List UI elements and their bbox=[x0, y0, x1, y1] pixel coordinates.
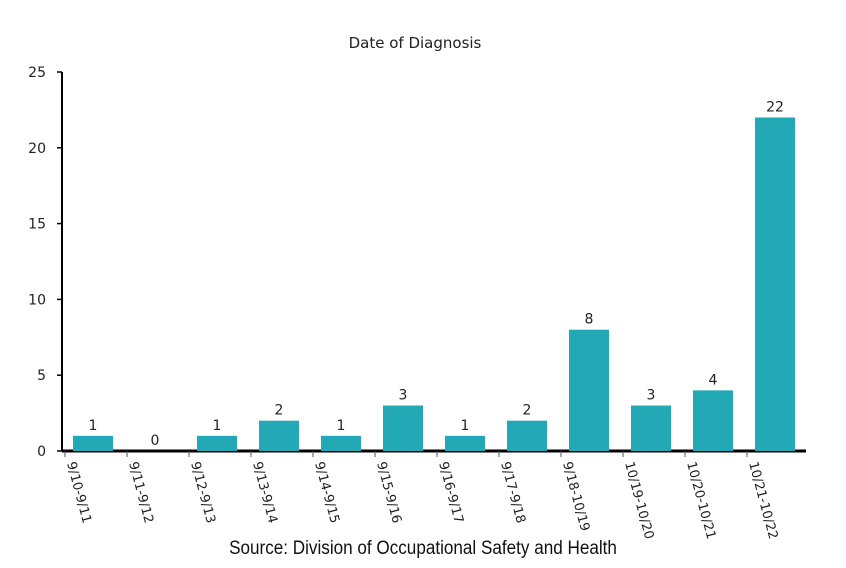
x-tick-label: 9/17-9/18 bbox=[497, 460, 528, 525]
y-tick-label: 25 bbox=[28, 65, 46, 81]
bar bbox=[631, 405, 671, 451]
x-tick-label: 10/20-10/21 bbox=[683, 460, 718, 541]
data-label: 2 bbox=[523, 403, 532, 419]
x-tick-label: 9/16-9/17 bbox=[435, 460, 466, 525]
data-label: 1 bbox=[461, 418, 470, 434]
data-label: 3 bbox=[399, 388, 408, 404]
bar bbox=[73, 435, 113, 451]
data-label: 0 bbox=[151, 433, 160, 449]
bar bbox=[321, 435, 361, 451]
data-label: 4 bbox=[709, 372, 718, 388]
y-tick-label: 15 bbox=[28, 217, 46, 233]
bar bbox=[383, 405, 423, 451]
bar bbox=[507, 420, 547, 451]
data-label: 22 bbox=[766, 99, 784, 115]
bar bbox=[693, 390, 733, 451]
chart-title: Date of Diagnosis bbox=[349, 34, 482, 52]
data-label: 1 bbox=[337, 418, 346, 434]
x-tick-label: 9/18-10/19 bbox=[559, 460, 592, 533]
bar bbox=[755, 117, 795, 451]
x-tick-label: 10/19-10/20 bbox=[621, 460, 656, 541]
data-label: 3 bbox=[647, 388, 656, 404]
x-tick-label: 9/11-9/12 bbox=[125, 460, 156, 525]
data-label: 2 bbox=[275, 403, 284, 419]
bar bbox=[197, 435, 237, 451]
data-label: 1 bbox=[213, 418, 222, 434]
y-tick-label: 0 bbox=[37, 444, 46, 460]
data-label: 8 bbox=[585, 312, 594, 328]
bar bbox=[259, 420, 299, 451]
y-tick-label: 5 bbox=[37, 368, 46, 384]
y-tick-label: 20 bbox=[28, 141, 46, 157]
x-tick-label: 10/21-10/22 bbox=[745, 460, 780, 541]
source-note: Source: Division of Occupational Safety … bbox=[229, 538, 617, 559]
data-label: 1 bbox=[89, 418, 98, 434]
y-tick-label: 10 bbox=[28, 292, 46, 308]
x-tick-label: 9/14-9/15 bbox=[311, 460, 342, 525]
x-tick-label: 9/15-9/16 bbox=[373, 460, 404, 525]
bar bbox=[569, 329, 609, 451]
x-tick-label: 9/12-9/13 bbox=[187, 460, 218, 525]
x-tick-label: 9/13-9/14 bbox=[249, 460, 280, 525]
x-tick-label: 9/10-9/11 bbox=[63, 460, 94, 525]
bar bbox=[445, 435, 485, 451]
